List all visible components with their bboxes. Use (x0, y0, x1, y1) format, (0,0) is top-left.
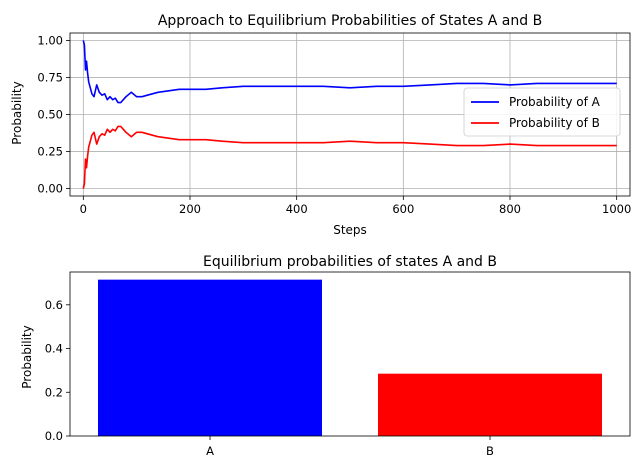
bar-chart: Equilibrium probabilities of states A an… (20, 254, 631, 458)
line-chart-y-ticks: 0.00 0.25 0.50 0.75 1.00 (37, 33, 70, 196)
y-tick-label: 1.00 (37, 33, 63, 47)
bar-y-tick-label: 0.0 (45, 429, 63, 443)
bar-y-tick-label: 0.4 (45, 342, 63, 356)
legend-label-b: Probability of B (509, 116, 600, 130)
line-chart-x-label: Steps (333, 223, 367, 237)
x-tick-label: 0 (80, 202, 87, 216)
x-tick-label: 800 (499, 202, 521, 216)
bar-x-tick-label: B (486, 444, 494, 458)
bar-y-tick-label: 0.2 (45, 385, 63, 399)
line-chart-series (82, 40, 617, 189)
legend-label-a: Probability of A (509, 95, 601, 109)
line-chart-title: Approach to Equilibrium Probabilities of… (158, 13, 542, 29)
line-chart: Approach to Equilibrium Probabilities of… (10, 13, 631, 237)
y-tick-label: 0.25 (37, 145, 63, 159)
bar-b (378, 373, 602, 436)
y-tick-label: 0.00 (37, 182, 63, 196)
series-line-probability-a (82, 40, 617, 104)
line-chart-x-ticks: 0 200 400 600 800 1000 (80, 196, 631, 216)
bar-chart-title: Equilibrium probabilities of states A an… (203, 254, 497, 270)
line-chart-legend: Probability of A Probability of B (463, 87, 621, 137)
bar-chart-bars (98, 279, 602, 436)
bar-chart-y-label: Probability (20, 325, 34, 388)
x-tick-label: 1000 (602, 202, 631, 216)
line-chart-y-label: Probability (10, 81, 24, 144)
x-tick-label: 400 (286, 202, 308, 216)
x-tick-label: 600 (392, 202, 414, 216)
bar-chart-frame (69, 271, 631, 437)
x-tick-label: 200 (179, 202, 201, 216)
bar-x-tick-label: A (206, 444, 214, 458)
series-line-probability-b (82, 125, 617, 189)
bar-y-tick-label: 0.6 (45, 298, 63, 312)
bar-a (98, 279, 322, 436)
bar-chart-y-ticks: 0.0 0.2 0.4 0.6 (45, 298, 70, 443)
y-tick-label: 0.75 (37, 70, 63, 84)
y-tick-label: 0.50 (37, 108, 63, 122)
legend-box (463, 87, 621, 137)
